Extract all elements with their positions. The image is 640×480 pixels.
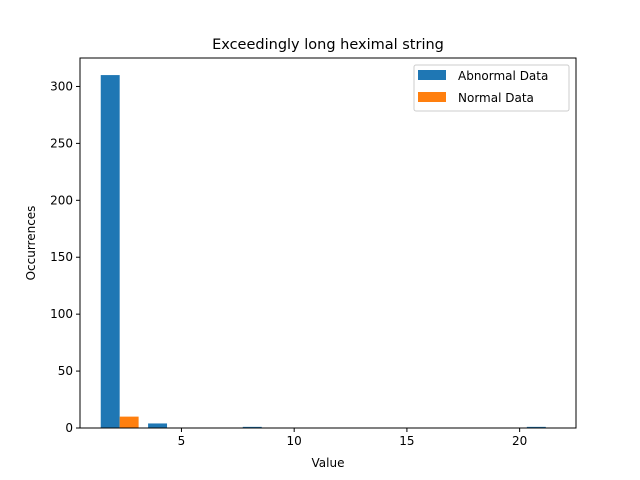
legend-box [413, 64, 570, 112]
x-axis-ticks: 5 10 15 20 [178, 428, 527, 448]
bar-abnormal-data-3 [526, 426, 546, 428]
y-axis-label: Occurrences [24, 206, 38, 281]
y-tick-label: 250 [50, 136, 73, 150]
bar-abnormal-data-2 [242, 426, 262, 428]
x-tick-label: 20 [512, 434, 527, 448]
x-tick-label: 15 [399, 434, 414, 448]
y-tick-label: 300 [50, 79, 73, 93]
x-tick-label: 10 [287, 434, 302, 448]
y-tick-label: 50 [58, 364, 73, 378]
y-axis-ticks: 0 50 100 150 200 250 300 [50, 79, 80, 435]
chart-title: Exceedingly long heximal string [212, 37, 444, 53]
y-tick-label: 100 [50, 307, 73, 321]
y-tick-label: 150 [50, 250, 73, 264]
y-tick-label: 0 [65, 421, 73, 435]
bar-normal-data-0 [119, 416, 139, 428]
plot-area: 5 10 15 20 0 50 100 150 200 250 300 [50, 57, 577, 448]
x-tick-label: 5 [178, 434, 186, 448]
bar-abnormal-data-1 [148, 423, 168, 428]
x-axis-label: Value [312, 456, 345, 470]
legend-label-normal-data: Normal Data [458, 91, 534, 105]
legend-swatch-normal-data [418, 92, 446, 102]
legend-label-abnormal-data: Abnormal Data [458, 69, 548, 83]
bar-abnormal-data-0 [100, 75, 120, 428]
legend: Abnormal Data Normal Data [413, 64, 570, 112]
bars-layer [100, 75, 546, 428]
legend-swatch-abnormal-data [418, 70, 446, 80]
axes-frame [79, 57, 577, 429]
y-tick-label: 200 [50, 193, 73, 207]
